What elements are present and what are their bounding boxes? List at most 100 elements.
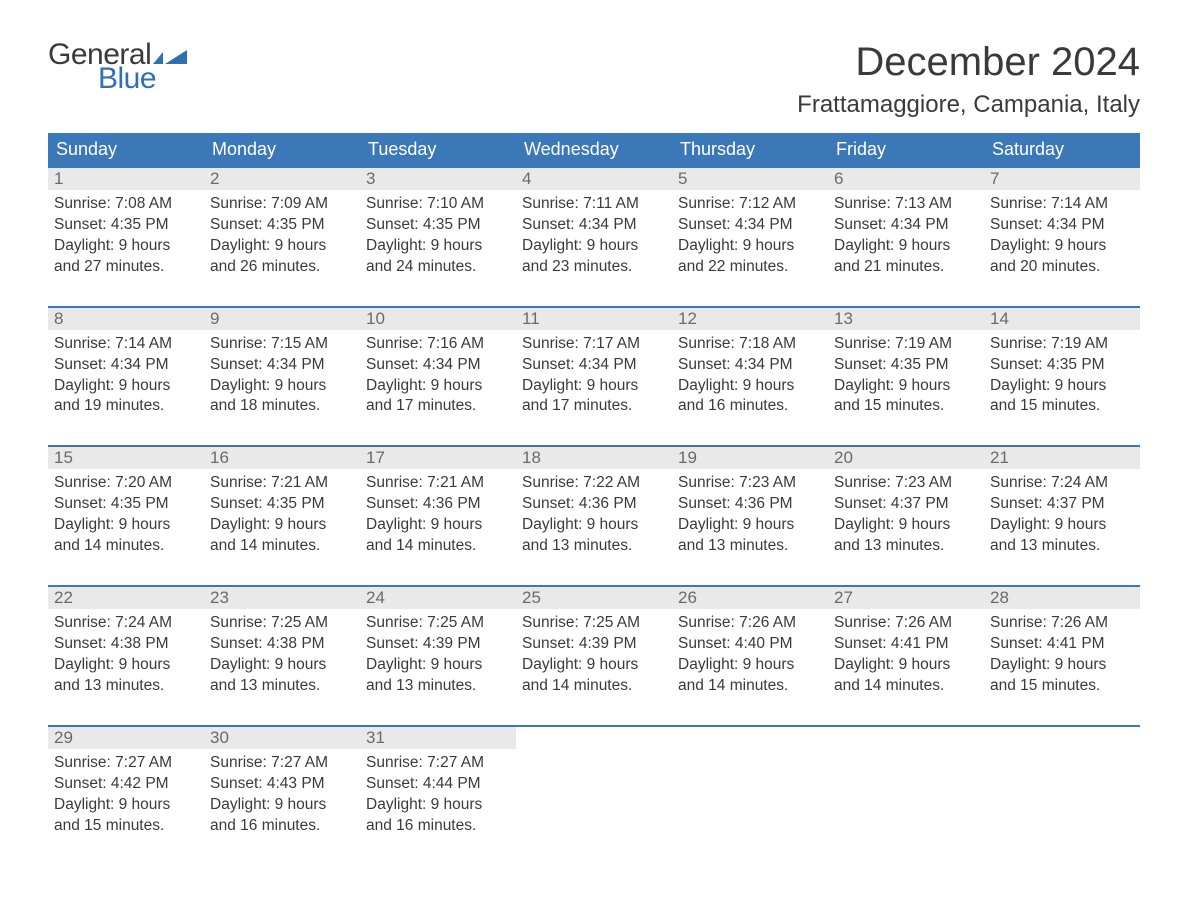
sunrise-line: Sunrise: 7:25 AM <box>522 613 666 634</box>
calendar-day: 14Sunrise: 7:19 AMSunset: 4:35 PMDayligh… <box>984 308 1140 426</box>
calendar-day: 6Sunrise: 7:13 AMSunset: 4:34 PMDaylight… <box>828 168 984 286</box>
calendar-day: 21Sunrise: 7:24 AMSunset: 4:37 PMDayligh… <box>984 447 1140 565</box>
daylight-line: Daylight: 9 hours and 23 minutes. <box>522 236 666 278</box>
sunrise-line: Sunrise: 7:24 AM <box>54 613 198 634</box>
daylight-line: Daylight: 9 hours and 13 minutes. <box>678 515 822 557</box>
daylight-line: Daylight: 9 hours and 16 minutes. <box>678 376 822 418</box>
sunrise-line: Sunrise: 7:14 AM <box>990 194 1134 215</box>
weekday-header: Thursday <box>672 133 828 166</box>
day-number: 23 <box>204 587 360 609</box>
sunset-line: Sunset: 4:34 PM <box>678 355 822 376</box>
day-body: Sunrise: 7:21 AMSunset: 4:36 PMDaylight:… <box>360 469 516 565</box>
sunrise-line: Sunrise: 7:25 AM <box>366 613 510 634</box>
sunrise-line: Sunrise: 7:19 AM <box>834 334 978 355</box>
day-number <box>516 727 672 729</box>
calendar-day: 16Sunrise: 7:21 AMSunset: 4:35 PMDayligh… <box>204 447 360 565</box>
calendar-day: 28Sunrise: 7:26 AMSunset: 4:41 PMDayligh… <box>984 587 1140 705</box>
calendar-day: 9Sunrise: 7:15 AMSunset: 4:34 PMDaylight… <box>204 308 360 426</box>
sunset-line: Sunset: 4:36 PM <box>522 494 666 515</box>
day-number: 28 <box>984 587 1140 609</box>
sunset-line: Sunset: 4:35 PM <box>990 355 1134 376</box>
sunset-line: Sunset: 4:44 PM <box>366 774 510 795</box>
logo: General Blue <box>48 40 189 94</box>
sunrise-line: Sunrise: 7:17 AM <box>522 334 666 355</box>
sunset-line: Sunset: 4:34 PM <box>366 355 510 376</box>
sunset-line: Sunset: 4:36 PM <box>366 494 510 515</box>
sunset-line: Sunset: 4:38 PM <box>54 634 198 655</box>
day-body: Sunrise: 7:10 AMSunset: 4:35 PMDaylight:… <box>360 190 516 286</box>
daylight-line: Daylight: 9 hours and 14 minutes. <box>54 515 198 557</box>
day-number: 31 <box>360 727 516 749</box>
day-body: Sunrise: 7:24 AMSunset: 4:37 PMDaylight:… <box>984 469 1140 565</box>
day-number: 4 <box>516 168 672 190</box>
day-body: Sunrise: 7:27 AMSunset: 4:43 PMDaylight:… <box>204 749 360 845</box>
sunrise-line: Sunrise: 7:15 AM <box>210 334 354 355</box>
calendar-day: 3Sunrise: 7:10 AMSunset: 4:35 PMDaylight… <box>360 168 516 286</box>
daylight-line: Daylight: 9 hours and 15 minutes. <box>54 795 198 837</box>
sunset-line: Sunset: 4:37 PM <box>990 494 1134 515</box>
sunset-line: Sunset: 4:35 PM <box>834 355 978 376</box>
day-body: Sunrise: 7:15 AMSunset: 4:34 PMDaylight:… <box>204 330 360 426</box>
calendar-day: 25Sunrise: 7:25 AMSunset: 4:39 PMDayligh… <box>516 587 672 705</box>
sunrise-line: Sunrise: 7:14 AM <box>54 334 198 355</box>
daylight-line: Daylight: 9 hours and 14 minutes. <box>678 655 822 697</box>
sunset-line: Sunset: 4:39 PM <box>366 634 510 655</box>
day-body: Sunrise: 7:17 AMSunset: 4:34 PMDaylight:… <box>516 330 672 426</box>
calendar-day: 10Sunrise: 7:16 AMSunset: 4:34 PMDayligh… <box>360 308 516 426</box>
calendar-day: 15Sunrise: 7:20 AMSunset: 4:35 PMDayligh… <box>48 447 204 565</box>
sunset-line: Sunset: 4:34 PM <box>834 215 978 236</box>
day-number: 15 <box>48 447 204 469</box>
calendar-day: 19Sunrise: 7:23 AMSunset: 4:36 PMDayligh… <box>672 447 828 565</box>
calendar-day: 2Sunrise: 7:09 AMSunset: 4:35 PMDaylight… <box>204 168 360 286</box>
sunrise-line: Sunrise: 7:21 AM <box>366 473 510 494</box>
day-body: Sunrise: 7:27 AMSunset: 4:42 PMDaylight:… <box>48 749 204 845</box>
day-number: 26 <box>672 587 828 609</box>
sunset-line: Sunset: 4:34 PM <box>522 215 666 236</box>
calendar-day: 27Sunrise: 7:26 AMSunset: 4:41 PMDayligh… <box>828 587 984 705</box>
daylight-line: Daylight: 9 hours and 17 minutes. <box>522 376 666 418</box>
calendar-day: 18Sunrise: 7:22 AMSunset: 4:36 PMDayligh… <box>516 447 672 565</box>
weekday-header: Friday <box>828 133 984 166</box>
calendar-day: 13Sunrise: 7:19 AMSunset: 4:35 PMDayligh… <box>828 308 984 426</box>
sunrise-line: Sunrise: 7:13 AM <box>834 194 978 215</box>
day-number: 8 <box>48 308 204 330</box>
sunset-line: Sunset: 4:35 PM <box>366 215 510 236</box>
day-body: Sunrise: 7:18 AMSunset: 4:34 PMDaylight:… <box>672 330 828 426</box>
daylight-line: Daylight: 9 hours and 13 minutes. <box>54 655 198 697</box>
calendar-day: 12Sunrise: 7:18 AMSunset: 4:34 PMDayligh… <box>672 308 828 426</box>
day-number <box>672 727 828 729</box>
day-number: 6 <box>828 168 984 190</box>
day-number: 25 <box>516 587 672 609</box>
calendar-day <box>984 727 1140 845</box>
day-number: 17 <box>360 447 516 469</box>
day-number: 10 <box>360 308 516 330</box>
sunrise-line: Sunrise: 7:21 AM <box>210 473 354 494</box>
daylight-line: Daylight: 9 hours and 16 minutes. <box>366 795 510 837</box>
calendar-week: 29Sunrise: 7:27 AMSunset: 4:42 PMDayligh… <box>48 725 1140 845</box>
calendar-day: 31 Sunrise: 7:27 AMSunset: 4:44 PMDayligh… <box>360 727 516 845</box>
logo-word-blue: Blue <box>98 64 189 94</box>
sunset-line: Sunset: 4:41 PM <box>834 634 978 655</box>
daylight-line: Daylight: 9 hours and 14 minutes. <box>366 515 510 557</box>
daylight-line: Daylight: 9 hours and 27 minutes. <box>54 236 198 278</box>
sunset-line: Sunset: 4:40 PM <box>678 634 822 655</box>
day-number: 24 <box>360 587 516 609</box>
daylight-line: Daylight: 9 hours and 15 minutes. <box>990 376 1134 418</box>
sunset-line: Sunset: 4:34 PM <box>54 355 198 376</box>
day-number: 18 <box>516 447 672 469</box>
day-number: 20 <box>828 447 984 469</box>
day-number: 5 <box>672 168 828 190</box>
day-number: 12 <box>672 308 828 330</box>
weekday-header-row: SundayMondayTuesdayWednesdayThursdayFrid… <box>48 133 1140 166</box>
daylight-line: Daylight: 9 hours and 16 minutes. <box>210 795 354 837</box>
sunrise-line: Sunrise: 7:27 AM <box>210 753 354 774</box>
sunrise-line: Sunrise: 7:27 AM <box>366 753 510 774</box>
daylight-line: Daylight: 9 hours and 22 minutes. <box>678 236 822 278</box>
sunset-line: Sunset: 4:34 PM <box>522 355 666 376</box>
day-number: 7 <box>984 168 1140 190</box>
calendar-day <box>672 727 828 845</box>
day-body: Sunrise: 7:25 AMSunset: 4:38 PMDaylight:… <box>204 609 360 705</box>
sunset-line: Sunset: 4:35 PM <box>54 494 198 515</box>
sunrise-line: Sunrise: 7:26 AM <box>834 613 978 634</box>
sunset-line: Sunset: 4:42 PM <box>54 774 198 795</box>
